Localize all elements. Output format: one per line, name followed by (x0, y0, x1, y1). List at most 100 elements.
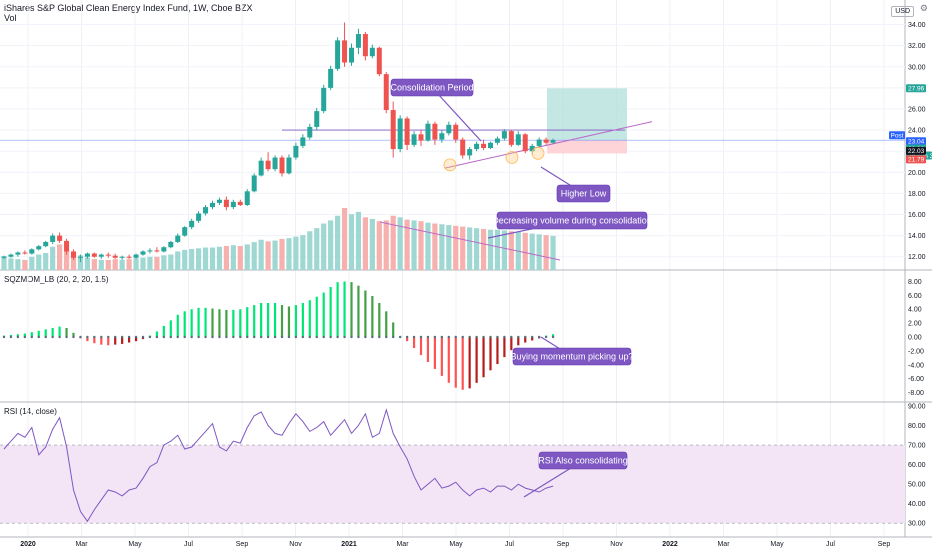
candle-body (376, 47, 382, 75)
candle-body (293, 145, 299, 158)
candle-body (154, 250, 160, 252)
sqz-zero-dot (120, 335, 124, 339)
sqz-zero-dot (440, 335, 444, 339)
sqz-zero-dot (65, 335, 68, 339)
candle-body (8, 254, 14, 257)
volume-bar (522, 232, 528, 270)
volume-bar (223, 245, 229, 270)
price-tag-label: 22.03 (908, 148, 925, 155)
candle-body (196, 213, 202, 221)
price-tick-label: 24.00 (908, 128, 926, 135)
sqz-zero-dot (100, 335, 103, 339)
candle-body (474, 143, 480, 150)
candle-body (369, 47, 375, 57)
sqz-bar (183, 311, 186, 337)
candle-body (1, 256, 7, 258)
volume-bar (446, 225, 452, 270)
chart-title: iShares S&P Global Clean Energy Index Fu… (4, 3, 253, 13)
price-tick-label: 34.00 (908, 22, 926, 29)
sqz-bar (315, 296, 318, 337)
candle-body (126, 256, 132, 258)
sqz-zero-dot (86, 335, 89, 339)
consolidation-callout-pointer (431, 87, 482, 142)
sqz-zero-dot (134, 335, 138, 339)
price-tick-label: 26.00 (908, 106, 926, 113)
sqz-zero-dot (23, 335, 27, 339)
sqz-bar (246, 307, 249, 337)
volume-bar (501, 230, 507, 270)
sqz-bar (412, 337, 416, 349)
sqz-zero-dot (246, 335, 249, 339)
volume-bar (91, 259, 97, 270)
candle-body (453, 124, 459, 140)
time-tick-label: 2020 (20, 541, 36, 548)
volume-bar (286, 238, 292, 270)
sqz-zero-dot (461, 335, 464, 339)
candle-body (328, 68, 334, 88)
candle-body (98, 254, 104, 257)
candle-body (119, 256, 125, 258)
volume-bar (147, 256, 153, 270)
sqz-tick-label: -6.00 (908, 376, 924, 383)
volume-bar (307, 231, 313, 270)
price-tag-label: 23.04 (908, 139, 925, 146)
sqz-bar (461, 337, 464, 390)
sqz-tick-label: 8.00 (908, 279, 922, 286)
rsi-tick-label: 40.00 (908, 501, 926, 508)
sqz-zero-dot (447, 335, 450, 339)
sqz-bar (426, 337, 430, 362)
sqz-zero-dot (510, 335, 513, 339)
time-tick-label: Mar (717, 541, 730, 548)
sqz-bar (447, 337, 450, 383)
candle-body (355, 34, 361, 48)
price-tag-bg (906, 146, 926, 155)
sqz-bar (301, 302, 304, 337)
time-tick-label: 2022 (662, 541, 678, 548)
candle-body (508, 131, 514, 145)
volume-bar (105, 259, 111, 270)
sqz-tick-label: 6.00 (908, 293, 922, 300)
momentum-callout-box (512, 347, 632, 366)
sqz-zero-dot (350, 335, 353, 339)
candle-body (182, 227, 188, 236)
candle-body (460, 139, 466, 156)
sqz-zero-dot (9, 335, 13, 339)
sqz-bar (329, 287, 332, 337)
time-tick-label: Sep (878, 541, 891, 548)
sqz-zero-dot (544, 335, 548, 339)
sqz-bar (93, 337, 96, 344)
sqz-bar (197, 307, 200, 337)
volume-bar (15, 259, 21, 270)
volume-bar (439, 224, 445, 270)
price-tick-label: 20.00 (908, 170, 926, 177)
volume-bar (543, 235, 549, 270)
sqz-zero-dot (294, 335, 298, 339)
volume-bar (244, 244, 250, 270)
currency-button[interactable]: USD (891, 6, 914, 17)
volume-bar (202, 247, 209, 270)
candle-body (244, 191, 250, 206)
sqz-zero-dot (517, 335, 520, 339)
volume-bar (70, 252, 77, 270)
sqz-zero-dot (482, 335, 485, 339)
candle-body (272, 157, 278, 170)
sqz-zero-dot (371, 335, 374, 339)
sqz-bar (65, 327, 68, 337)
volume-bar (494, 229, 501, 270)
higher-low-callout-text: Higher Low (561, 189, 607, 199)
sqz-bar (58, 326, 61, 337)
volume-bar (474, 228, 480, 270)
sqz-label: SQZMOM_LB (20, 2, 20, 1.5) (4, 275, 109, 284)
price-tick-label: 16.00 (908, 212, 926, 219)
volume-bar (411, 220, 417, 270)
volume-bar (182, 249, 188, 270)
sqz-zero-dot (162, 335, 166, 339)
candle-body (515, 134, 521, 145)
sqz-bar (86, 337, 89, 342)
higher-low-marker (443, 158, 457, 172)
sqz-zero-dot (454, 335, 457, 339)
gear-icon[interactable]: ⚙ (919, 3, 928, 13)
volume-bar (140, 257, 146, 270)
volume-bar (230, 245, 236, 270)
